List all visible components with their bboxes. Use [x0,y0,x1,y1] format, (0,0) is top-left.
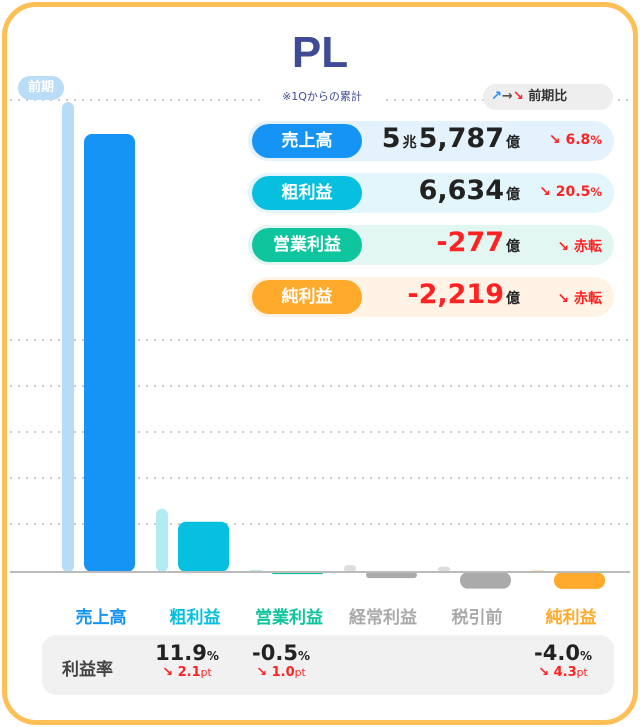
subtitle: ※1Qからの累計 [262,88,382,104]
summary-row: 粗利益 6,634 億 ↘ 20.5% [248,173,614,213]
change-value: 6.8 [565,132,591,148]
summary-label: 売上高 [252,124,362,158]
summary-change: ↘ 6.8% [549,132,602,148]
value-prefix-unit: 兆 [402,135,417,151]
summary-label: 純利益 [252,280,362,314]
arrow-down-icon: ↘ [539,184,551,200]
margin-delta: ↘ 1.0pt [256,665,306,680]
margin-cell: 11.9% ↘ 2.1pt [140,641,234,680]
bar-current [460,572,511,589]
value-unit: 億 [506,239,520,255]
prev-period-tag: 前期 [18,76,64,100]
margin-value: -0.5% [252,641,310,665]
summary-row: 営業利益 -277 億 ↘ 赤転 [248,225,614,265]
arrow-down-icon: ↘ [548,132,561,148]
margin-delta: ↘ 2.1pt [162,665,212,680]
change-value: 赤転 [574,291,602,307]
category-label: 経常利益 [349,608,417,628]
change-value: 赤転 [574,239,602,255]
arrow-down-icon: ↘ [538,665,550,680]
margin-value: -4.0% [534,641,592,665]
category-label: 粗利益 [169,608,221,628]
margin-label: 利益率 [62,660,113,680]
summary-row: 純利益 -2,219 億 ↘ 赤転 [248,277,614,317]
bar-prev [156,508,168,572]
value-unit: 億 [506,291,520,307]
bar-prev [438,566,450,572]
margin-value: 11.9% [155,641,219,665]
bar-current [366,572,417,579]
arrow-down-icon: ↘ [557,239,570,255]
margin-row: 利益率 11.9% ↘ 2.1pt -0.5% ↘ 1.0pt -4.0% ↘ 4.… [42,635,614,695]
summary-change: ↘ 20.5% [539,184,602,200]
bar-current [84,134,135,572]
value-number: 6,634 [418,175,504,206]
summary-value: -2,219 億 [407,279,520,310]
value-number: -2,219 [407,279,504,310]
arrow-down-icon: ↘ [512,89,524,104]
change-unit: % [590,133,602,147]
change-unit: % [590,185,602,199]
value-unit: 億 [506,135,520,151]
bar-current [178,521,229,572]
value-prefix: 5 [381,123,401,154]
category-label: 営業利益 [255,608,323,628]
category-label: 税引前 [451,608,503,628]
margin-cell: -4.0% ↘ 4.3pt [516,641,610,680]
arrow-up-icon: ↗ [491,89,502,104]
change-legend: ↗→↘ 前期比 [483,84,613,110]
arrow-down-icon: ↘ [162,665,174,680]
legend-label: 前期比 [528,89,568,104]
summary-label: 営業利益 [252,228,362,262]
change-value: 20.5 [555,184,591,200]
bar-current [554,572,605,589]
margin-delta: ↘ 4.3pt [538,665,588,680]
summary-change: ↘ 赤転 [557,288,602,308]
summary-label: 粗利益 [252,176,362,210]
summary-value: 5 兆5,787 億 [382,123,520,154]
value-number: -277 [436,227,504,258]
arrow-down-icon: ↘ [557,291,570,307]
value-unit: 億 [506,187,520,203]
page-title: PL [291,28,349,77]
margin-cell: -0.5% ↘ 1.0pt [234,641,328,680]
category-label: 純利益 [545,608,597,628]
summary-row: 売上高 5 兆5,787 億 ↘ 6.8% [248,121,614,161]
summary-value: -277 億 [436,227,520,258]
summary-value: 6,634 億 [419,175,520,206]
bar-prev [62,102,74,572]
arrow-down-icon: ↘ [256,665,268,680]
category-label: 売上高 [75,608,127,628]
value-number: 5,787 [418,123,504,154]
arrow-flat-icon: → [501,89,513,104]
bar-prev [344,565,356,572]
summary-change: ↘ 赤転 [557,236,602,256]
